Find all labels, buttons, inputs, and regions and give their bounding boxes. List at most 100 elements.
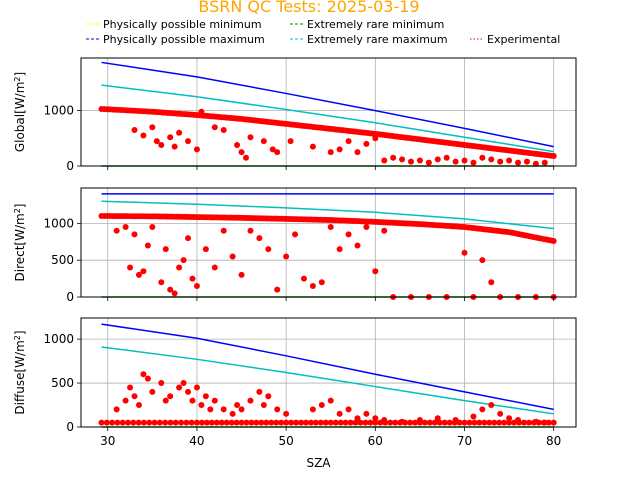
legend-label: Extremely rare minimum [307,18,444,31]
data-point [103,419,110,426]
data-point [198,402,205,409]
data-point [263,419,270,426]
y-tick-label: 1000 [43,104,74,118]
data-point [525,419,532,426]
x-axis-label: SZA [306,456,331,470]
data-point [167,286,174,293]
series-line-2 [101,200,554,230]
data-point [337,419,344,426]
data-point [178,419,185,426]
legend-item: Experimental [470,33,560,46]
x-tick-label: 50 [278,434,293,448]
panel-3: 30 40 50 60 70 80 0 500 1000 Diffuse[W/m2] SZA [13,317,577,470]
axes-frame [80,57,577,167]
data-point [332,419,339,426]
data-point [345,231,352,238]
data-point [158,141,165,148]
x-tick-label: 30 [100,434,115,448]
data-point [243,419,250,426]
data-point [287,138,294,145]
data-point [253,419,260,426]
x-tick-label: 80 [546,434,561,448]
data-point [532,418,539,425]
data-point [411,419,418,426]
data-point [476,419,483,426]
data-point [309,143,316,150]
data-point [399,418,406,425]
data-point [188,419,195,426]
data-point [171,290,178,297]
data-point [238,271,245,278]
legend-label: Extremely rare maximum [307,33,448,46]
data-point [176,384,183,391]
data-point [268,419,275,426]
y-axis-label: Direct[W/m2] [13,204,28,282]
data-point [416,157,423,164]
data-point [381,416,388,423]
data-point [238,149,245,156]
data-point [162,246,169,253]
data-point [486,419,493,426]
data-point [167,134,174,141]
x-tick-label: 60 [368,434,383,448]
data-point [283,253,290,260]
y-tick-label: 1000 [43,332,74,346]
data-point [441,419,448,426]
data-point [256,235,263,242]
data-point [288,419,295,426]
legend-item: Extremely rare minimum [290,18,444,31]
data-point [144,375,151,382]
data-point [183,419,190,426]
series-line-2 [101,84,554,153]
data-point [307,419,314,426]
legend-label: Physically possible minimum [103,18,262,31]
data-point [176,264,183,271]
data-point [260,402,267,409]
data-point [211,397,218,404]
data-point [238,419,245,426]
data-point [140,419,147,426]
data-point [431,419,438,426]
data-point [481,419,488,426]
experimental-points [98,371,557,426]
data-point [180,257,187,264]
data-point [523,158,530,165]
data-point [345,406,352,413]
data-point [146,419,153,426]
data-point [541,419,548,426]
data-point [127,264,134,271]
data-point [446,419,453,426]
data-point [176,129,183,136]
data-point [213,419,220,426]
data-point [247,227,254,234]
data-point [488,156,495,163]
legend-item: Extremely rare maximum [290,33,448,46]
data-point [185,235,192,242]
data-point [274,149,281,156]
legend-item: Physically possible minimum [86,18,262,31]
data-point [381,227,388,234]
data-point [114,419,121,426]
y-tick-label: 0 [66,159,74,173]
data-point [180,380,187,387]
data-point [158,380,165,387]
data-point [233,419,240,426]
data-point [256,388,263,395]
data-point [193,146,200,153]
data-point [501,419,508,426]
data-point [109,419,116,426]
data-point [269,146,276,153]
data-point [354,149,361,156]
data-point [354,242,361,249]
data-point [167,419,174,426]
data-point [506,419,513,426]
data-point [317,419,324,426]
data-point [381,157,388,164]
data-point [488,402,495,409]
data-point [220,406,227,413]
data-point [122,397,129,404]
data-point [387,419,394,426]
data-point [247,134,254,141]
